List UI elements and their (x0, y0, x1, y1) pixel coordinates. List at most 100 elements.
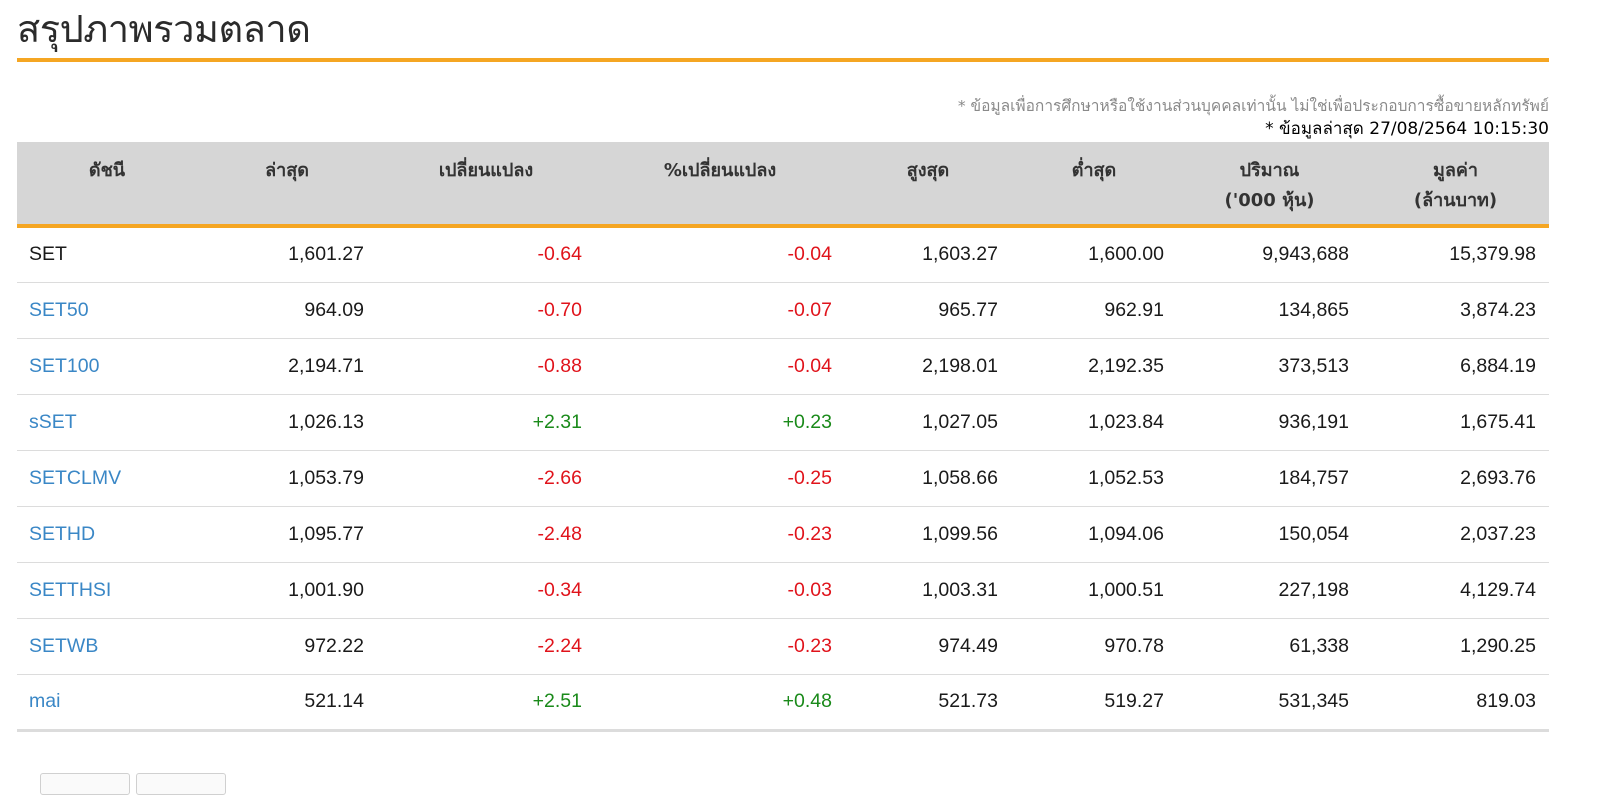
cell-low: 1,000.51 (1088, 578, 1164, 601)
cell-pct-change: -0.25 (787, 466, 832, 489)
column-header-pct-change-label: %เปลี่ยนแปลง (663, 160, 777, 181)
index-link[interactable]: SETWB (29, 634, 99, 657)
cell-change: -0.88 (537, 354, 582, 377)
cell-volume: 373,513 (1278, 354, 1350, 377)
cell-volume: 936,191 (1278, 410, 1350, 433)
table-row: SET50 964.09 -0.70 -0.07 965.77 962.91 134,865… (17, 282, 1549, 338)
cell-low: 1,600.00 (1088, 243, 1164, 266)
cell-value: 2,037.23 (1460, 522, 1536, 545)
cell-volume: 227,198 (1278, 578, 1350, 601)
cell-low: 1,052.53 (1088, 466, 1164, 489)
cell-low: 1,023.84 (1088, 410, 1164, 433)
cell-pct-change: +0.48 (782, 690, 832, 712)
cell-pct-change: -0.07 (787, 298, 832, 321)
cell-low: 1,094.06 (1088, 522, 1164, 545)
cell-last: 1,095.77 (288, 522, 364, 545)
cell-value: 15,379.98 (1449, 243, 1536, 266)
cell-high: 974.49 (938, 634, 998, 657)
index-link[interactable]: SETCLMV (29, 466, 122, 489)
cell-volume: 134,865 (1278, 298, 1350, 321)
table-row: SETHD 1,095.77 -2.48 -0.23 1,099.56 1,094.06 1… (17, 506, 1549, 562)
table-row: mai 521.14 +2.51 +0.48 521.73 519.27 531,345 81… (17, 674, 1549, 730)
cell-volume: 61,338 (1289, 634, 1349, 657)
cell-last: 1,601.27 (288, 243, 364, 266)
pager-button[interactable] (136, 773, 226, 795)
index-link[interactable]: sSET (29, 410, 77, 433)
cell-value: 3,874.23 (1460, 298, 1536, 321)
column-header-volume: ปริมาณ ('000 หุ้น) (1177, 142, 1362, 226)
column-header-pct-change: %เปลี่ยนแปลง (595, 142, 845, 226)
table-row: SETWB 972.22 -2.24 -0.23 974.49 970.78 61,338 1… (17, 618, 1549, 674)
cell-high: 1,099.56 (922, 522, 998, 545)
cell-index: SET (17, 226, 197, 282)
cell-value: 819.03 (1476, 690, 1536, 712)
cell-index: SET50 (17, 282, 197, 338)
table-header: ดัชนี ล่าสุด เปลี่ยนแปลง %เปลี่ยนแปลง สู… (17, 142, 1549, 226)
cell-volume: 150,054 (1278, 522, 1350, 545)
table-row: SETTHSI 1,001.90 -0.34 -0.03 1,003.31 1,000.5… (17, 562, 1549, 618)
pager-button[interactable] (40, 773, 130, 795)
cell-pct-change: -0.03 (787, 578, 832, 601)
table-row: sSET 1,026.13 +2.31 +0.23 1,027.05 1,023.84 93… (17, 394, 1549, 450)
table-row: SETCLMV 1,053.79 -2.66 -0.25 1,058.66 1,052.5… (17, 450, 1549, 506)
column-header-last: ล่าสุด (197, 142, 377, 226)
cell-high: 1,027.05 (922, 410, 998, 433)
cell-value: 1,290.25 (1460, 634, 1536, 657)
cell-index: mai (17, 674, 197, 730)
cell-low: 962.91 (1104, 298, 1164, 321)
cell-change: -2.66 (537, 466, 582, 489)
market-summary-table: ดัชนี ล่าสุด เปลี่ยนแปลง %เปลี่ยนแปลง สู… (17, 142, 1549, 732)
cell-high: 1,603.27 (922, 243, 998, 266)
index-link[interactable]: SETTHSI (29, 578, 112, 601)
notes: * ข้อมูลเพื่อการศึกษาหรือใช้งานส่วนบุคคล… (17, 94, 1549, 142)
cell-value: 2,693.76 (1460, 466, 1536, 489)
last-updated-note: * ข้อมูลล่าสุด 27/08/2564 10:15:30 (1265, 119, 1549, 139)
index-link[interactable]: SETHD (29, 522, 96, 545)
cell-pct-change: +0.23 (782, 410, 832, 433)
column-header-index-label: ดัชนี (88, 160, 126, 181)
cell-change: -0.34 (537, 578, 582, 601)
index-link[interactable]: SET50 (29, 298, 89, 321)
cell-change: +2.51 (532, 690, 582, 712)
column-header-high-label: สูงสุด (906, 160, 950, 181)
cell-volume: 184,757 (1278, 466, 1350, 489)
column-header-low: ต่ำสุด (1011, 142, 1177, 226)
column-header-value-label: มูลค่า (1432, 160, 1479, 181)
cell-change: -0.70 (537, 298, 582, 321)
table-body: SET 1,601.27 -0.64 -0.04 1,603.27 1,600.00 9,9… (17, 226, 1549, 730)
cell-value: 4,129.74 (1460, 578, 1536, 601)
cell-index: SETTHSI (17, 562, 197, 618)
table-row: SET 1,601.27 -0.64 -0.04 1,603.27 1,600.00 9,9… (17, 226, 1549, 282)
cell-change: -0.64 (537, 243, 582, 266)
cell-change: -2.48 (537, 522, 582, 545)
cell-index: SETWB (17, 618, 197, 674)
pagination-stub (40, 773, 232, 799)
cell-index: SET100 (17, 338, 197, 394)
table-row: SET100 2,194.71 -0.88 -0.04 2,198.01 2,192.35… (17, 338, 1549, 394)
cell-value: 6,884.19 (1460, 354, 1536, 377)
disclaimer-note: * ข้อมูลเพื่อการศึกษาหรือใช้งานส่วนบุคคล… (957, 97, 1549, 115)
cell-pct-change: -0.23 (787, 634, 832, 657)
cell-high: 521.73 (938, 690, 998, 712)
cell-last: 1,053.79 (288, 466, 364, 489)
index-name: SET (29, 243, 67, 266)
cell-change: -2.24 (537, 634, 582, 657)
cell-volume: 531,345 (1278, 690, 1350, 712)
cell-low: 2,192.35 (1088, 354, 1164, 377)
cell-pct-change: -0.04 (787, 354, 832, 377)
cell-change: +2.31 (532, 410, 582, 433)
cell-low: 519.27 (1104, 690, 1164, 712)
market-summary-page: สรุปภาพรวมตลาด * ข้อมูลเพื่อการศึกษาหรือ… (17, 0, 1549, 732)
column-header-change-label: เปลี่ยนแปลง (438, 160, 534, 181)
column-header-volume-label: ปริมาณ (1239, 160, 1300, 181)
column-header-low-label: ต่ำสุด (1071, 160, 1117, 181)
table-header-row: ดัชนี ล่าสุด เปลี่ยนแปลง %เปลี่ยนแปลง สู… (17, 142, 1549, 226)
cell-last: 521.14 (304, 690, 364, 712)
index-link[interactable]: mai (29, 690, 61, 712)
cell-last: 972.22 (304, 634, 364, 657)
cell-index: SETHD (17, 506, 197, 562)
column-header-value-unit: (ล้านบาท) (1413, 190, 1498, 211)
cell-high: 2,198.01 (922, 354, 998, 377)
cell-high: 1,058.66 (922, 466, 998, 489)
index-link[interactable]: SET100 (29, 354, 100, 377)
